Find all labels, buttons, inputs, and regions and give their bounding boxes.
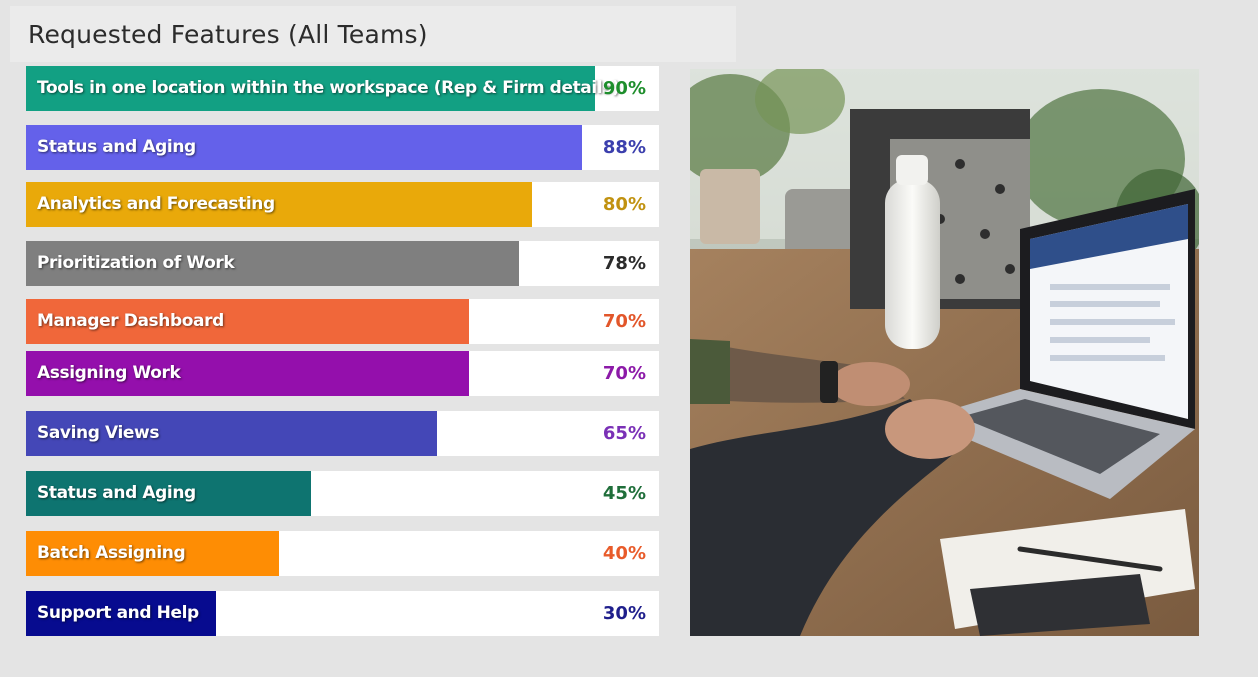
feature-label: Assigning Work xyxy=(37,363,181,383)
feature-row: Status and Aging 45% xyxy=(26,471,659,516)
feature-bar xyxy=(26,182,532,227)
feature-bar xyxy=(26,66,595,111)
feature-label: Status and Aging xyxy=(37,483,196,503)
feature-label: Status and Aging xyxy=(37,137,196,157)
feature-row: Support and Help 30% xyxy=(26,591,659,636)
feature-percent: 90% xyxy=(602,78,646,99)
feature-row: Batch Assigning 40% xyxy=(26,531,659,576)
feature-percent: 40% xyxy=(602,543,646,564)
feature-row: Prioritization of Work 78% xyxy=(26,241,659,286)
feature-percent: 45% xyxy=(602,483,646,504)
feature-row: Assigning Work 70% xyxy=(26,351,659,396)
feature-label: Support and Help xyxy=(37,603,199,623)
feature-row: Tools in one location within the workspa… xyxy=(26,66,659,111)
feature-percent: 70% xyxy=(602,363,646,384)
feature-percent: 88% xyxy=(602,137,646,158)
feature-label: Batch Assigning xyxy=(37,543,186,563)
feature-bar xyxy=(26,591,216,636)
feature-bar xyxy=(26,411,437,456)
feature-label: Manager Dashboard xyxy=(37,311,224,331)
feature-percent: 65% xyxy=(602,423,646,444)
feature-bar xyxy=(26,125,582,170)
feature-percent: 70% xyxy=(602,311,646,332)
feature-bar xyxy=(26,351,469,396)
laptop-desk-photo xyxy=(690,69,1199,636)
feature-percent: 30% xyxy=(602,603,646,624)
title-bar: Requested Features (All Teams) xyxy=(10,6,736,62)
feature-label: Saving Views xyxy=(37,423,160,443)
feature-bar xyxy=(26,531,279,576)
feature-label: Tools in one location within the workspa… xyxy=(37,78,620,98)
feature-row: Saving Views 65% xyxy=(26,411,659,456)
feature-bar xyxy=(26,471,311,516)
feature-percent: 78% xyxy=(602,253,646,274)
feature-bar xyxy=(26,299,469,344)
page-title: Requested Features (All Teams) xyxy=(28,20,428,49)
feature-percent: 80% xyxy=(602,194,646,215)
feature-label: Analytics and Forecasting xyxy=(37,194,275,214)
feature-label: Prioritization of Work xyxy=(37,253,235,273)
feature-bar xyxy=(26,241,519,286)
feature-row: Status and Aging 88% xyxy=(26,125,659,170)
feature-row: Manager Dashboard 70% xyxy=(26,299,659,344)
feature-bar-chart: Tools in one location within the workspa… xyxy=(26,66,659,637)
feature-row: Analytics and Forecasting 80% xyxy=(26,182,659,227)
